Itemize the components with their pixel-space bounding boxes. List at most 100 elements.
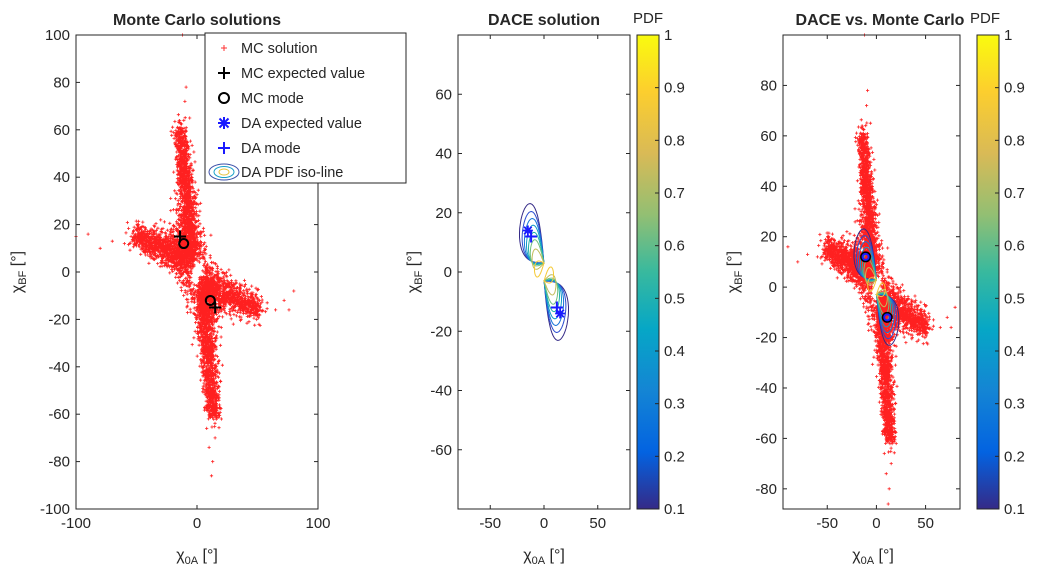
colorbar-tick-label: 0.9 xyxy=(664,80,685,97)
legend-item-da-mode: DA mode xyxy=(218,141,301,157)
axes-box xyxy=(782,34,961,510)
y-tick-label: 80 xyxy=(53,74,70,91)
y-axis-label: χBF [°] xyxy=(9,251,29,293)
y-tick-label: 20 xyxy=(53,217,70,234)
blue-asterisk-marker xyxy=(218,117,230,129)
pdf-isoline xyxy=(529,239,545,267)
colorbar-tick-label: 0.3 xyxy=(664,396,685,413)
y-tick-label: 40 xyxy=(760,178,777,195)
pdf-isoline xyxy=(864,267,877,286)
mc-mode-marker xyxy=(204,294,216,306)
x-tick-label: -50 xyxy=(479,515,501,532)
y-tick-label: 60 xyxy=(760,128,777,145)
colorbar-label: PDF xyxy=(633,10,663,27)
y-tick-label: 100 xyxy=(45,27,70,44)
mc-mode-marker xyxy=(860,251,872,263)
pdf-isoline xyxy=(863,259,877,283)
colorbar-gradient xyxy=(976,34,1000,510)
y-tick-label: 40 xyxy=(53,169,70,186)
pdf-isoline xyxy=(875,291,890,316)
colorbar-gradient xyxy=(636,34,660,510)
x-tick-label: 0 xyxy=(872,515,880,532)
mc-solution-cloud xyxy=(74,33,296,478)
plot-area xyxy=(458,35,630,509)
legend-label: MC mode xyxy=(241,91,304,107)
legend-box xyxy=(204,32,407,184)
mc-mode-marker xyxy=(178,238,190,250)
y-tick-label: 0 xyxy=(62,264,70,281)
pdf-isoline xyxy=(867,277,878,292)
y-tick-label: -20 xyxy=(755,330,777,347)
y-tick-label: -80 xyxy=(755,481,777,498)
y-tick-label: 60 xyxy=(53,122,70,139)
legend-label: MC solution xyxy=(241,41,318,57)
x-axis-label: χ0A [°] xyxy=(852,547,894,567)
colorbar-tick-label: 0.2 xyxy=(664,448,685,465)
colorbar-tick-label: 0.4 xyxy=(664,343,685,360)
y-tick-label: -40 xyxy=(755,380,777,397)
da-expected-marker xyxy=(555,308,566,319)
blue-plus-marker xyxy=(218,142,230,154)
y-tick-label: -20 xyxy=(430,323,452,340)
legend-item-da-isoline: DA PDF iso-line xyxy=(208,163,343,181)
x-tick-label: -50 xyxy=(816,515,838,532)
colorbar-tick-label: 0.8 xyxy=(664,132,685,149)
chart-title: DACE vs. Monte Carlo xyxy=(796,12,965,29)
x-tick-label: -100 xyxy=(61,515,91,532)
pdf-isoline xyxy=(534,260,545,278)
colorbar-tick-label: 0.1 xyxy=(664,501,685,518)
y-tick-label: -60 xyxy=(755,430,777,447)
x-tick-label: 0 xyxy=(193,515,201,532)
red-plus-marker xyxy=(221,45,227,51)
mc-solution-points xyxy=(74,33,296,478)
legend-item-mc-expected: MC expected value xyxy=(218,66,365,82)
y-axis-label: χBF [°] xyxy=(405,251,425,293)
y-tick-label: -60 xyxy=(430,442,452,459)
chart-title: Monte Carlo solutions xyxy=(113,12,281,29)
legend-label: DA PDF iso-line xyxy=(241,165,343,181)
x-tick-label: 50 xyxy=(589,515,606,532)
colorbar-tick-label: 0.8 xyxy=(1004,132,1025,149)
y-tick-label: 0 xyxy=(769,279,777,296)
colorbar-tick-label: 0.5 xyxy=(1004,290,1025,307)
black-circle-marker xyxy=(218,92,230,104)
y-tick-label: 0 xyxy=(444,264,452,281)
legend: MC solution MC expected value MC mode DA… xyxy=(204,32,407,184)
da-expected-marker xyxy=(522,225,533,236)
y-tick-label: 60 xyxy=(435,86,452,103)
y-tick-label: -60 xyxy=(48,406,70,423)
pdf-isoline xyxy=(543,277,559,305)
mc-expected-marker xyxy=(209,301,222,314)
colorbar-tick-label: 0.2 xyxy=(1004,448,1025,465)
colorbar-tick-label: 0.1 xyxy=(1004,501,1025,518)
y-tick-label: -100 xyxy=(40,501,70,518)
x-axis-label: χ0A [°] xyxy=(176,547,218,567)
y-tick-label: 20 xyxy=(760,229,777,246)
colorbar-tick-label: 0.9 xyxy=(1004,80,1025,97)
legend-label: DA mode xyxy=(241,141,301,157)
colorbar-tick-label: 0.4 xyxy=(1004,343,1025,360)
y-tick-label: 40 xyxy=(435,146,452,163)
colorbar-tick-label: 0.6 xyxy=(1004,238,1025,255)
x-tick-label: 100 xyxy=(305,515,330,532)
da-mode-marker xyxy=(861,252,870,261)
colorbar-tick-label: 0.7 xyxy=(664,185,685,202)
legend-item-da-expected: DA expected value xyxy=(218,116,362,132)
y-axis-label: χBF [°] xyxy=(725,251,745,293)
colorbar-tick-label: 0.5 xyxy=(664,290,685,307)
pdf-isoline xyxy=(543,274,557,296)
legend-item-mc-solution: MC solution xyxy=(221,41,318,57)
mc-solutions-plot: -100 0 100 100 80 60 40 20 0 -20 -40 -60 -80 -100 Mon… xyxy=(9,12,407,567)
colorbar-label: PDF xyxy=(970,10,1000,27)
da-mode-marker xyxy=(525,230,538,243)
x-tick-label: 0 xyxy=(540,515,548,532)
colorbar-tick-label: 1 xyxy=(664,27,672,44)
pdf-isoline xyxy=(875,282,886,297)
dace-solution-plot: -50 0 50 60 40 20 0 -20 -40 -60 DACE solution χ0A… xyxy=(405,10,685,567)
y-tick-label: -40 xyxy=(48,359,70,376)
y-tick-label: -40 xyxy=(430,383,452,400)
y-tick-label: -20 xyxy=(48,311,70,328)
colorbar: 1 0.9 0.8 0.7 0.6 0.5 0.4 0.3 0.2 0.1 PDF xyxy=(970,10,1025,518)
y-tick-label: 20 xyxy=(435,205,452,222)
